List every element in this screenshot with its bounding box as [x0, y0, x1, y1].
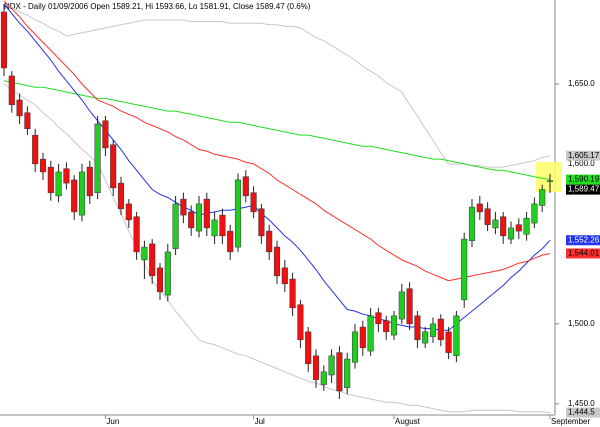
- candle-body: [375, 312, 382, 325]
- candle-body: [211, 219, 218, 237]
- value-label: 1,444.5: [568, 408, 595, 417]
- candle-body: [367, 315, 374, 352]
- chart-title: NDX - Daily 01/09/2006 Open 1589.21, Hi …: [4, 2, 311, 11]
- candle-body: [507, 227, 515, 240]
- value-label-box: [566, 248, 600, 259]
- candle-body: [351, 331, 359, 363]
- candle-body: [110, 144, 117, 189]
- x-tick-label: Jul: [255, 417, 265, 426]
- candle-body: [500, 216, 507, 237]
- candle-body: [227, 230, 234, 253]
- candle-body: [484, 208, 491, 225]
- candle-body: [359, 326, 366, 349]
- candle-body: [172, 203, 179, 249]
- candle-body: [531, 203, 538, 224]
- y-tick-label: 1,650.0: [568, 79, 595, 88]
- candle-body: [273, 246, 281, 277]
- candle-body: [78, 171, 86, 216]
- candle-body: [328, 355, 335, 376]
- candle-body: [305, 331, 312, 365]
- candle-body: [32, 134, 39, 165]
- candle-body: [390, 315, 398, 336]
- candle-body: [8, 75, 15, 105]
- candle-body: [281, 267, 288, 285]
- candle-body: [47, 166, 54, 193]
- value-label-box: [566, 407, 600, 418]
- value-label: 1,589.47: [568, 185, 600, 194]
- candle-body: [398, 291, 405, 320]
- candle-body: [156, 267, 164, 293]
- candle-body: [86, 166, 93, 197]
- candle-body: [320, 371, 327, 385]
- candle-body: [0, 11, 8, 69]
- candle-body: [102, 120, 109, 149]
- overlay-line: [3, 0, 551, 282]
- value-label-box: [566, 174, 600, 185]
- y-tick-label: 1,600.0: [568, 159, 595, 168]
- candle-body: [180, 198, 187, 216]
- value-label-box: [566, 184, 600, 195]
- x-tick-label: August: [395, 417, 421, 426]
- y-tick-label: 1,450.0: [568, 399, 595, 408]
- candle-body: [383, 320, 390, 333]
- candle-body: [492, 219, 499, 229]
- candle-body: [445, 331, 452, 353]
- candle-body: [312, 355, 320, 381]
- value-label-box: [566, 235, 600, 246]
- candle-body: [125, 203, 132, 221]
- value-label-box: [566, 150, 600, 161]
- candle-body: [195, 203, 203, 232]
- candle-body: [117, 182, 125, 209]
- candle-body: [141, 246, 148, 261]
- candle-body: [149, 243, 156, 277]
- value-label: 1,552.26: [568, 235, 600, 244]
- candle-body: [539, 189, 546, 206]
- candle-body: [71, 179, 78, 213]
- candle-body: [16, 99, 23, 117]
- candle-body: [63, 168, 70, 184]
- candle-body: [523, 218, 530, 235]
- candle-body: [336, 352, 343, 392]
- candle-body: [188, 211, 195, 229]
- highlight: [536, 162, 562, 193]
- candle-body: [258, 208, 265, 237]
- candle-body: [94, 123, 101, 193]
- candle-body: [219, 214, 226, 237]
- value-label: 1,544.01: [568, 249, 600, 258]
- candle-body: [406, 288, 413, 325]
- candle-body: [414, 315, 421, 341]
- candle-body: [133, 216, 140, 253]
- x-tick-label: Jun: [106, 417, 119, 426]
- candle-body: [24, 112, 31, 129]
- y-tick-label: 1,500.0: [568, 319, 595, 328]
- candle-body: [429, 323, 437, 337]
- candle-body: [289, 278, 296, 309]
- candle-body: [164, 251, 171, 296]
- candle-body: [437, 318, 444, 341]
- value-label: 1,605.17: [568, 151, 600, 160]
- candle-body: [461, 238, 468, 301]
- candle-body: [344, 358, 351, 389]
- candle-body: [546, 180, 554, 183]
- candle-body: [266, 230, 273, 253]
- candle-body: [39, 158, 47, 173]
- value-label: 1,590.19: [568, 175, 600, 184]
- candle-body: [515, 224, 522, 232]
- candle-body: [234, 179, 242, 248]
- candle-body: [468, 206, 476, 241]
- candle-body: [203, 198, 210, 229]
- candle-body: [297, 304, 304, 341]
- x-tick-label: September: [551, 417, 590, 426]
- candle-body: [55, 171, 62, 197]
- candle-body: [250, 192, 257, 213]
- candle-body: [422, 331, 429, 344]
- overlay-line: [3, 3, 551, 168]
- candle-body: [242, 176, 249, 197]
- candle-body: [453, 315, 460, 357]
- candle-body: [476, 203, 483, 213]
